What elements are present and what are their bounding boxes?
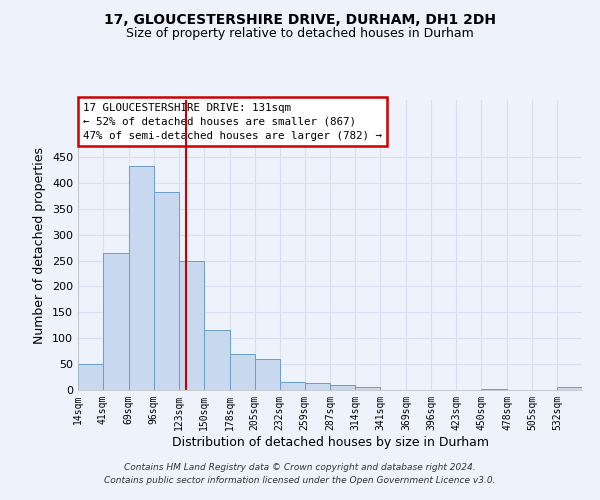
Text: Contains HM Land Registry data © Crown copyright and database right 2024.: Contains HM Land Registry data © Crown c… — [124, 464, 476, 472]
Text: 17, GLOUCESTERSHIRE DRIVE, DURHAM, DH1 2DH: 17, GLOUCESTERSHIRE DRIVE, DURHAM, DH1 2… — [104, 12, 496, 26]
Bar — [154, 192, 179, 390]
X-axis label: Distribution of detached houses by size in Durham: Distribution of detached houses by size … — [172, 436, 488, 448]
Bar — [557, 388, 582, 390]
Bar — [179, 260, 204, 390]
Bar — [331, 386, 355, 390]
Bar — [355, 387, 380, 390]
Bar — [230, 354, 254, 390]
Text: Contains public sector information licensed under the Open Government Licence v3: Contains public sector information licen… — [104, 476, 496, 485]
Text: 17 GLOUCESTERSHIRE DRIVE: 131sqm
← 52% of detached houses are smaller (867)
47% : 17 GLOUCESTERSHIRE DRIVE: 131sqm ← 52% o… — [83, 103, 382, 141]
Bar — [103, 253, 129, 390]
Bar — [305, 384, 331, 390]
Text: Size of property relative to detached houses in Durham: Size of property relative to detached ho… — [126, 28, 474, 40]
Bar — [254, 359, 280, 390]
Bar — [129, 166, 154, 390]
Y-axis label: Number of detached properties: Number of detached properties — [34, 146, 46, 344]
Bar — [204, 330, 230, 390]
Bar — [78, 364, 103, 390]
Bar — [280, 382, 305, 390]
